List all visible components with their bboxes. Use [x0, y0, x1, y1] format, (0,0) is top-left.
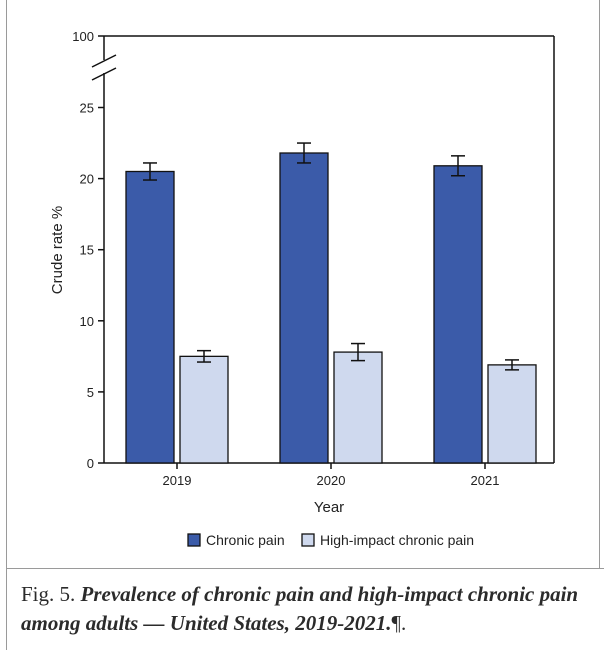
- x-tick-label: 2020: [317, 473, 346, 488]
- bar: [333, 351, 383, 464]
- caption-text: Prevalence of chronic pain and high-impa…: [21, 582, 579, 635]
- axis-break-mark: [91, 67, 117, 81]
- figure-caption: Fig. 5. Prevalence of chronic pain and h…: [21, 580, 596, 638]
- caption-prefix: Fig. 5.: [21, 582, 76, 606]
- bar: [179, 355, 229, 464]
- y-tick-label: 0: [87, 456, 94, 471]
- y-tick-label: 15: [80, 243, 94, 258]
- chart: 100 0 5 10 15 20 25 Crude rate % 2019 2020 2021 Yea…: [49, 29, 555, 548]
- x-tick-label: 2019: [163, 473, 192, 488]
- legend-label: Chronic pain: [206, 532, 285, 548]
- y-tick-label: 5: [87, 385, 94, 400]
- legend-swatch: [301, 533, 315, 547]
- x-axis-title: Year: [314, 499, 344, 516]
- bar: [279, 152, 329, 464]
- y-tick-label: 100: [72, 29, 94, 44]
- bar: [433, 165, 483, 464]
- caption-suffix: ¶.: [391, 611, 407, 635]
- bar: [487, 364, 537, 464]
- axis-break-mark: [91, 54, 117, 68]
- x-tick-label: 2021: [471, 473, 500, 488]
- caption-rule: [6, 568, 604, 569]
- figure-frame: [6, 0, 600, 568]
- legend-swatch: [187, 533, 201, 547]
- caption-rule-left: [6, 568, 7, 650]
- bar: [125, 170, 175, 464]
- legend-label: High-impact chronic pain: [320, 532, 474, 548]
- y-tick-label: 10: [80, 314, 94, 329]
- y-tick-label: 25: [80, 101, 94, 116]
- y-axis-title: Crude rate %: [49, 206, 66, 294]
- y-tick-label: 20: [80, 172, 94, 187]
